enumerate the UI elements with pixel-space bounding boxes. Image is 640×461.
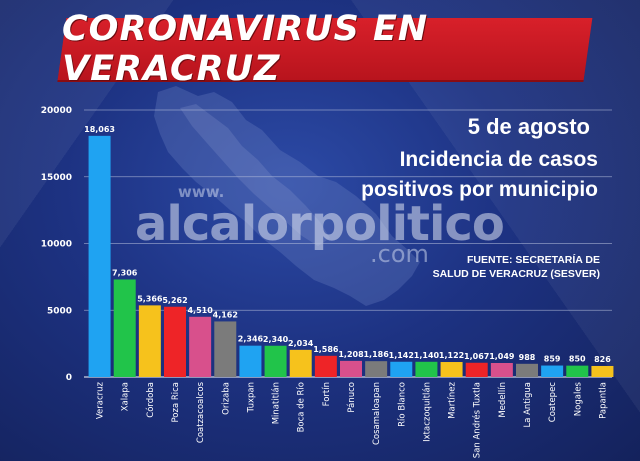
y-tick-label: 15000 — [41, 173, 72, 183]
x-tick-label: Fortín — [322, 382, 332, 406]
data-label: 1,586 — [313, 345, 339, 354]
x-tick-label: Minatitlán — [272, 382, 282, 424]
data-label: 4,162 — [213, 310, 238, 319]
data-label: 1,122 — [439, 351, 464, 360]
x-tick-label: San Andrés Tuxtla — [472, 382, 483, 458]
bar — [113, 279, 136, 377]
bar — [264, 345, 287, 377]
x-tick-label: Pánuco — [347, 382, 357, 413]
source-line-1: FUENTE: SECRETARÍA DE — [466, 254, 600, 266]
data-label: 1,208 — [338, 350, 364, 359]
data-label: 988 — [519, 353, 536, 362]
bar — [289, 349, 312, 377]
watermark-prefix: www. — [178, 183, 225, 201]
bar — [138, 305, 161, 377]
bar — [239, 345, 262, 377]
x-tick-label: Río Blanco — [397, 382, 407, 427]
data-label: 2,346 — [238, 335, 264, 344]
x-tick-label: Poza Rica — [171, 382, 181, 423]
bar — [415, 361, 438, 377]
date-label: 5 de agosto — [467, 114, 590, 139]
x-tick-label: Coatzacoalcos — [196, 381, 206, 443]
bar — [490, 362, 513, 377]
x-tick-label: Boca de Río — [297, 382, 307, 432]
subtitle-line-1: Incidencia de casos — [399, 148, 598, 171]
x-tick-label: Nogales — [573, 381, 583, 416]
bar — [365, 361, 388, 377]
x-tick-label: Ixtaczoquitlán — [422, 382, 432, 442]
bar — [88, 135, 111, 377]
data-label: 826 — [594, 355, 611, 364]
bar — [164, 306, 186, 377]
data-label: 18,063 — [84, 125, 115, 134]
x-tick-label: Tuxpan — [246, 382, 256, 413]
bar — [465, 362, 488, 377]
x-tick-label: Coatepec — [548, 382, 558, 423]
bar — [214, 321, 237, 377]
watermark-main: alcalorpolitico — [135, 196, 505, 252]
subtitle-line-2: positivos por municipio — [361, 178, 598, 201]
y-tick-label: 10000 — [41, 240, 72, 250]
y-tick-label: 5000 — [47, 306, 72, 316]
data-label: 1,142 — [389, 351, 414, 360]
source-line-2: SALUD DE VERACRUZ (SESVER) — [432, 268, 600, 280]
y-tick-label: 20000 — [41, 106, 72, 116]
bar — [440, 362, 463, 377]
x-tick-label: La Antigua — [523, 382, 533, 428]
data-label: 1,186 — [363, 350, 389, 359]
data-label: 859 — [544, 355, 561, 364]
bar — [516, 363, 538, 377]
x-tick-label: Martínez — [448, 381, 458, 418]
bar — [390, 361, 413, 377]
x-tick-label: Córdoba — [145, 382, 156, 418]
y-tick-label: 0 — [66, 373, 72, 383]
bar — [591, 365, 614, 377]
x-tick-label: Cosamaloapan — [372, 382, 382, 445]
data-label: 5,366 — [137, 294, 163, 303]
bar — [189, 316, 212, 377]
x-tick-label: Papantla — [598, 382, 608, 419]
watermark-suffix: .com — [370, 240, 429, 268]
data-label: 1,140 — [414, 351, 440, 360]
bar — [314, 355, 337, 377]
data-label: 1,067 — [464, 352, 489, 361]
data-label: 1,049 — [489, 352, 515, 361]
data-label: 2,034 — [288, 339, 314, 348]
x-tick-label: Veracruz — [96, 381, 106, 419]
bar — [340, 360, 362, 377]
data-label: 2,340 — [263, 335, 289, 344]
data-label: 7,306 — [112, 268, 138, 277]
data-label: 4,510 — [187, 306, 213, 315]
data-label: 850 — [569, 355, 586, 364]
x-tick-label: Orizaba — [221, 382, 231, 415]
data-label: 5,262 — [162, 296, 187, 305]
bar — [566, 365, 589, 377]
x-tick-label: Xalapa — [121, 382, 131, 411]
x-tick-label: Medellín — [498, 382, 508, 418]
bar — [541, 365, 564, 377]
